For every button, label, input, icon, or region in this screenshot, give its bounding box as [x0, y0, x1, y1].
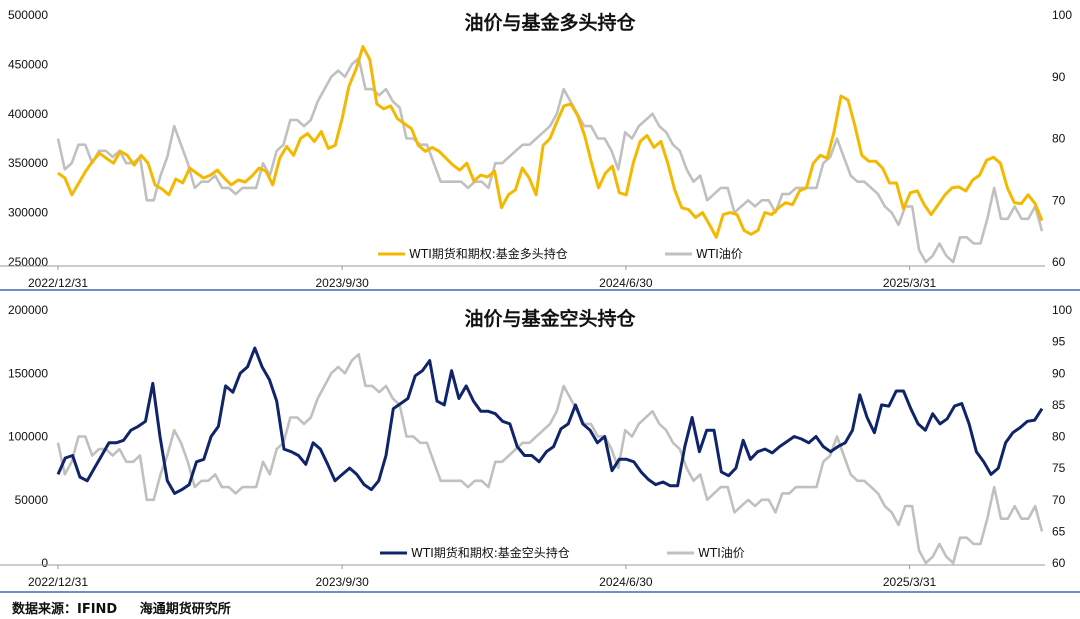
- right-tick-label: 80: [1052, 430, 1066, 444]
- x-tick-label: 2025/3/31: [883, 276, 937, 290]
- legend-label-wti: WTI油价: [696, 247, 743, 261]
- x-tick-label: 2023/9/30: [315, 575, 369, 589]
- right-tick-label: 95: [1052, 335, 1066, 349]
- left-tick-label: 450000: [8, 57, 48, 71]
- right-tick-label: 80: [1052, 132, 1066, 146]
- source-org: 海通期货研究所: [139, 602, 231, 617]
- position-series-line: [57, 45, 1044, 239]
- right-axis-ticks: 100 90 80 70 60: [1052, 8, 1072, 269]
- left-tick-label: 150000: [8, 366, 48, 380]
- x-axis-ticks: 2022/12/31 2023/9/30 2024/6/30 2025/3/31: [28, 266, 937, 290]
- wti-series-line: [56, 352, 1044, 565]
- series-lines: [56, 346, 1044, 565]
- right-tick-label: 70: [1052, 193, 1066, 207]
- left-tick-label: 400000: [8, 107, 48, 121]
- x-tick-label: 2024/6/30: [599, 276, 653, 290]
- right-axis-ticks: 100 95 90 85 80 75 70 65 60: [1052, 303, 1072, 570]
- legend-label-wti: WTI油价: [698, 546, 745, 560]
- right-tick-label: 90: [1052, 70, 1066, 84]
- x-tick-label: 2023/9/30: [315, 276, 369, 290]
- right-tick-label: 85: [1052, 398, 1066, 412]
- x-tick-label: 2024/6/30: [599, 575, 653, 589]
- left-tick-label: 500000: [8, 8, 48, 22]
- left-tick-label: 0: [41, 556, 48, 570]
- x-axis-ticks: 2022/12/31 2023/9/30 2024/6/30 2025/3/31: [28, 565, 937, 589]
- legend-label-short: WTI期货和期权:基金空头持仓: [411, 545, 570, 560]
- chart-title: 油价与基金空头持仓: [464, 307, 636, 330]
- legend-label-long: WTI期货和期权:基金多头持仓: [409, 246, 568, 261]
- chart-title: 油价与基金多头持仓: [464, 11, 636, 34]
- source-note: 数据来源：IFIND 海通期货研究所: [12, 598, 249, 617]
- wti-series-line: [56, 56, 1044, 264]
- right-tick-label: 100: [1052, 8, 1072, 22]
- left-tick-label: 50000: [15, 493, 49, 507]
- position-series-line: [56, 346, 1044, 495]
- right-tick-label: 60: [1052, 255, 1066, 269]
- x-tick-label: 2022/12/31: [28, 276, 88, 290]
- left-tick-label: 350000: [8, 156, 48, 170]
- left-tick-label: 300000: [8, 206, 48, 220]
- source-label: 数据来源：IFIND: [12, 602, 118, 617]
- long-position-chart: 油价与基金多头持仓 500000 450000 400000 350000 300000…: [0, 8, 1072, 290]
- left-tick-label: 100000: [8, 430, 48, 444]
- right-tick-label: 90: [1052, 366, 1066, 380]
- short-position-chart: 油价与基金空头持仓 200000 150000 100000 50000 0 100 95…: [0, 303, 1072, 589]
- left-tick-label: 200000: [8, 303, 48, 317]
- legend: WTI期货和期权:基金空头持仓 WTI油价: [380, 545, 745, 560]
- legend: WTI期货和期权:基金多头持仓 WTI油价: [378, 246, 743, 261]
- right-tick-label: 70: [1052, 493, 1066, 507]
- right-tick-label: 75: [1052, 461, 1066, 475]
- left-axis-ticks: 200000 150000 100000 50000 0: [8, 303, 48, 570]
- right-tick-label: 100: [1052, 303, 1072, 317]
- series-lines: [56, 45, 1044, 264]
- left-tick-label: 250000: [8, 255, 48, 269]
- left-axis-ticks: 500000 450000 400000 350000 300000 250000: [8, 8, 48, 269]
- right-tick-label: 60: [1052, 556, 1066, 570]
- x-tick-label: 2022/12/31: [28, 575, 88, 589]
- x-tick-label: 2025/3/31: [883, 575, 937, 589]
- right-tick-label: 65: [1052, 524, 1066, 538]
